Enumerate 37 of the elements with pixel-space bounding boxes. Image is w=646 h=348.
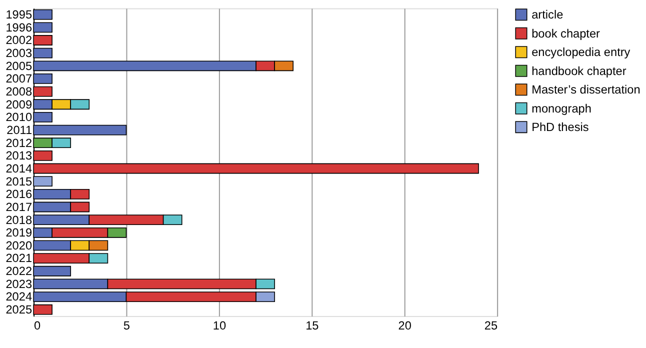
y-tick-label: 2007 <box>6 72 32 86</box>
y-tick-label: 2018 <box>6 212 32 227</box>
x-tick-label: 10 <box>212 318 226 332</box>
y-tick-label: 2016 <box>6 187 32 202</box>
y-tick-label: 2009 <box>6 97 32 112</box>
x-tick-label: 0 <box>34 318 42 332</box>
y-tick-label: 2011 <box>6 122 32 137</box>
y-tick-label: 2015 <box>6 174 32 188</box>
y-tick-label: 2012 <box>6 136 32 150</box>
y-tick-label: 2008 <box>6 84 32 98</box>
y-tick-label: 2002 <box>6 33 32 48</box>
x-tick-label: 20 <box>398 318 412 332</box>
legend-label: article <box>532 8 564 22</box>
y-tick-label: 1995 <box>6 8 32 22</box>
y-tick-label: 2022 <box>6 264 32 278</box>
y-tick-label: 2019 <box>6 226 32 240</box>
x-tick-label: 15 <box>306 318 320 332</box>
y-tick-label: 2013 <box>6 148 32 163</box>
y-tick-label: 1996 <box>6 20 32 34</box>
x-tick-label: 25 <box>484 318 498 332</box>
y-tick-label: 2014 <box>6 161 32 176</box>
y-tick-label: 2020 <box>6 238 32 252</box>
y-tick-label: 2021 <box>6 251 32 266</box>
legend-label: PhD thesis <box>532 120 589 134</box>
legend-label: monograph <box>532 101 592 116</box>
y-tick-label: 2005 <box>6 58 32 73</box>
y-tick-label: 2003 <box>6 46 32 60</box>
y-tick-label: 2023 <box>6 276 32 291</box>
legend-label: encyclopedia entry <box>532 45 630 60</box>
y-tick-label: 2025 <box>6 302 32 317</box>
legend-label: Master’s dissertation <box>532 82 640 97</box>
y-tick-label: 2010 <box>6 110 32 124</box>
y-tick-label: 2017 <box>6 200 32 214</box>
x-tick-label: 5 <box>123 318 130 332</box>
legend-label: book chapter <box>532 26 600 40</box>
y-tick-label: 2024 <box>6 290 32 304</box>
legend-label: handbook chapter <box>532 64 626 78</box>
